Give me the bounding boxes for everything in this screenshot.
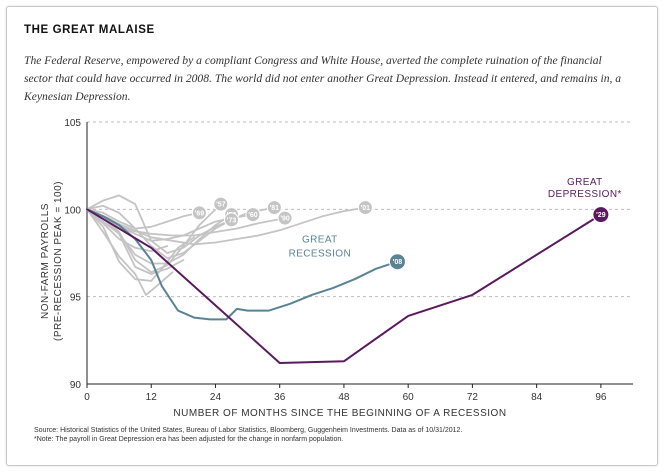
y-tick-label-100: 100: [64, 205, 81, 216]
x-tick-label-12: 12: [146, 392, 158, 403]
series-end-label-29: '29: [596, 212, 606, 219]
x-tick-label-24: 24: [210, 392, 222, 403]
great-recession-label-2: RECESSION: [289, 249, 352, 260]
series-end-label-90: '90: [280, 216, 290, 223]
x-tick-label-72: 72: [467, 392, 479, 403]
series-end-marker-08: [388, 253, 406, 271]
series-line-69: [86, 208, 201, 230]
y-tick-label-90: 90: [70, 380, 82, 391]
x-tick-label-60: 60: [403, 392, 415, 403]
series-line-unlabeled-13: [86, 208, 185, 275]
series-end-marker-57: [213, 196, 229, 212]
chart-subtitle: The Federal Reserve, empowered by a comp…: [24, 54, 622, 103]
x-tick-label-0: 0: [84, 392, 90, 403]
series-end-marker-81: [266, 200, 282, 216]
y-axis-label-line-1: NON-FARM PAYROLLS: [40, 203, 51, 319]
y-tick-label-95: 95: [70, 293, 82, 304]
y-axis-label: NON-FARM PAYROLLS (PRE-RECESSION PEAK = 1…: [40, 181, 64, 341]
x-tick-label-36: 36: [274, 392, 286, 403]
series-end-marker-29: [592, 206, 610, 224]
series-end-label-08: '08: [393, 259, 403, 266]
y-tick-label-105: 105: [64, 118, 81, 129]
series-end-label-81: '81: [270, 205, 280, 212]
series-line-73: [86, 194, 233, 254]
series-end-marker-60: [245, 207, 261, 223]
x-tick-label-84: 84: [531, 392, 543, 403]
series-line-01: [86, 206, 367, 246]
series-end-marker-01: [357, 200, 373, 216]
series-line-unlabeled-10: [86, 208, 196, 282]
series-line-unlabeled-11: [86, 208, 174, 296]
chart-card: [6, 6, 658, 466]
series-line-29: [86, 208, 602, 364]
series-end-label-01: '01: [361, 205, 371, 212]
series-end-marker-90: [277, 210, 293, 226]
great-depression-label-1: GREAT: [567, 177, 603, 188]
series-end-label-60: '60: [248, 212, 258, 219]
x-tick-label-96: 96: [595, 392, 607, 403]
great-depression-label-2: DEPRESSION*: [548, 189, 622, 200]
y-axis-label-line-2: (PRE-RECESSION PEAK = 100): [53, 181, 64, 341]
footnote: *Note: The payroll in Great Depression e…: [34, 436, 344, 443]
series-end-label-57: '57: [216, 202, 226, 209]
source-note: Source: Historical Statistics of the Uni…: [34, 427, 463, 434]
x-axis-label: NUMBER OF MONTHS SINCE THE BEGINNING OF …: [173, 408, 506, 419]
chart-title: THE GREAT MALAISE: [24, 24, 155, 36]
series-end-label-73: '73: [227, 217, 237, 224]
series-end-marker-73: [224, 212, 240, 228]
series-end-label-69: '69: [195, 210, 205, 217]
great-recession-label-1: GREAT: [302, 235, 338, 246]
series-end-marker-69: [191, 205, 207, 221]
x-tick-label-48: 48: [338, 392, 350, 403]
